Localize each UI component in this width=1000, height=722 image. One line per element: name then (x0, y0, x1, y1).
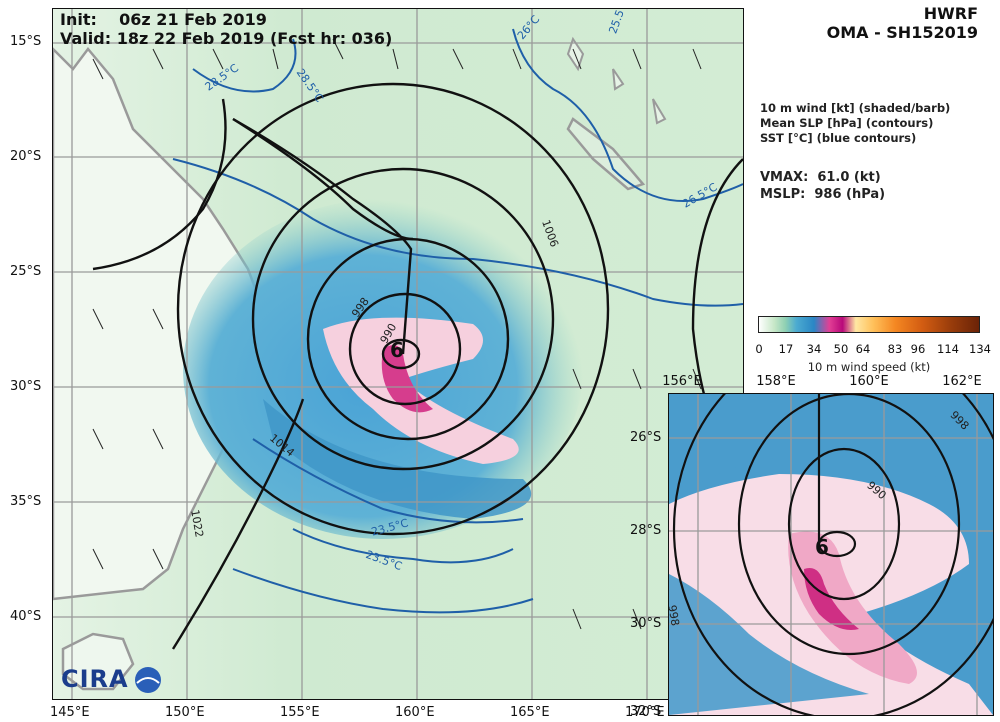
inset-lat-label: 26°S (630, 430, 662, 445)
inset-lat-label: 32°S (630, 704, 662, 719)
colorbar-tick: 114 (937, 342, 959, 356)
inset-map-canvas (669, 394, 993, 715)
inset-lon-label: 160°E (849, 374, 889, 389)
inset-lon-label: 158°E (756, 374, 796, 389)
colorbar-tick: 17 (778, 342, 794, 356)
lat-label: 40°S (10, 609, 42, 624)
inset-lon-label: 162°E (942, 374, 982, 389)
sst-contours (172, 28, 743, 614)
vmax-value: VMAX: 61.0 (kt) (760, 170, 881, 185)
init-time: Init: 06z 21 Feb 2019 (60, 10, 267, 29)
lon-label: 160°E (395, 705, 435, 720)
new-caledonia-land (566, 117, 646, 191)
lat-label: 20°S (10, 149, 42, 164)
storm-track (232, 117, 413, 355)
inset-lon-label: 156°E (662, 374, 702, 389)
inset-slp-contours (672, 394, 993, 715)
storm-name: OMA - SH152019 (826, 23, 978, 42)
inset-lat-label: 30°S (630, 616, 662, 631)
colorbar-tick: 0 (755, 342, 763, 356)
wind-colorbar (758, 316, 980, 333)
colorbar-label: 10 m wind speed (kt) (807, 360, 931, 374)
lon-label: 170°E (625, 705, 665, 720)
tasmania-land (61, 632, 135, 691)
inset-blue-top (669, 394, 993, 504)
model-name: HWRF (923, 4, 978, 23)
lon-label: 145°E (50, 705, 90, 720)
lat-label: 35°S (10, 494, 42, 509)
inset-map: 6 998 990 998 (668, 393, 994, 716)
cira-logo: CIRA (61, 665, 161, 695)
cira-logo-icon (135, 667, 161, 693)
legend-slp: Mean SLP [hPa] (contours) (760, 116, 934, 130)
main-map-canvas (53, 9, 743, 699)
legend-sst: SST [°C] (blue contours) (760, 131, 917, 145)
lon-label: 150°E (165, 705, 205, 720)
inset-blue-sw (669, 574, 869, 715)
colorbar-tick: 134 (969, 342, 991, 356)
valid-time: Valid: 18z 22 Feb 2019 (Fcst hr: 036) (60, 29, 393, 48)
lon-label: 155°E (280, 705, 320, 720)
wind-band-south (263, 399, 532, 519)
vanuatu-islands (566, 36, 667, 125)
lat-label: 15°S (10, 34, 42, 49)
inset-graticule (669, 394, 993, 715)
main-map: 6 1006 998 990 1014 1022 26°C 28.5°C 28.… (52, 8, 744, 700)
inset-wind-max (804, 568, 859, 630)
inset-lat-label: 28°S (630, 523, 662, 538)
lat-label: 30°S (10, 379, 42, 394)
lon-label: 165°E (510, 705, 550, 720)
colorbar-tick: 34 (806, 342, 822, 356)
lat-label: 25°S (10, 264, 42, 279)
graticule (53, 9, 743, 699)
colorbar-tick: 64 (855, 342, 871, 356)
inset-storm-symbol: 6 (815, 535, 829, 559)
wind-field-pink (323, 317, 519, 464)
storm-symbol: 6 (390, 338, 404, 362)
colorbar-tick: 96 (910, 342, 926, 356)
legend-wind: 10 m wind [kt] (shaded/barb) (760, 101, 951, 115)
colorbar-tick: 50 (833, 342, 849, 356)
mslp-value: MSLP: 986 (hPa) (760, 187, 886, 202)
cira-logo-text: CIRA (61, 665, 129, 693)
colorbar-tick: 83 (887, 342, 903, 356)
wind-max-core (381, 345, 433, 413)
